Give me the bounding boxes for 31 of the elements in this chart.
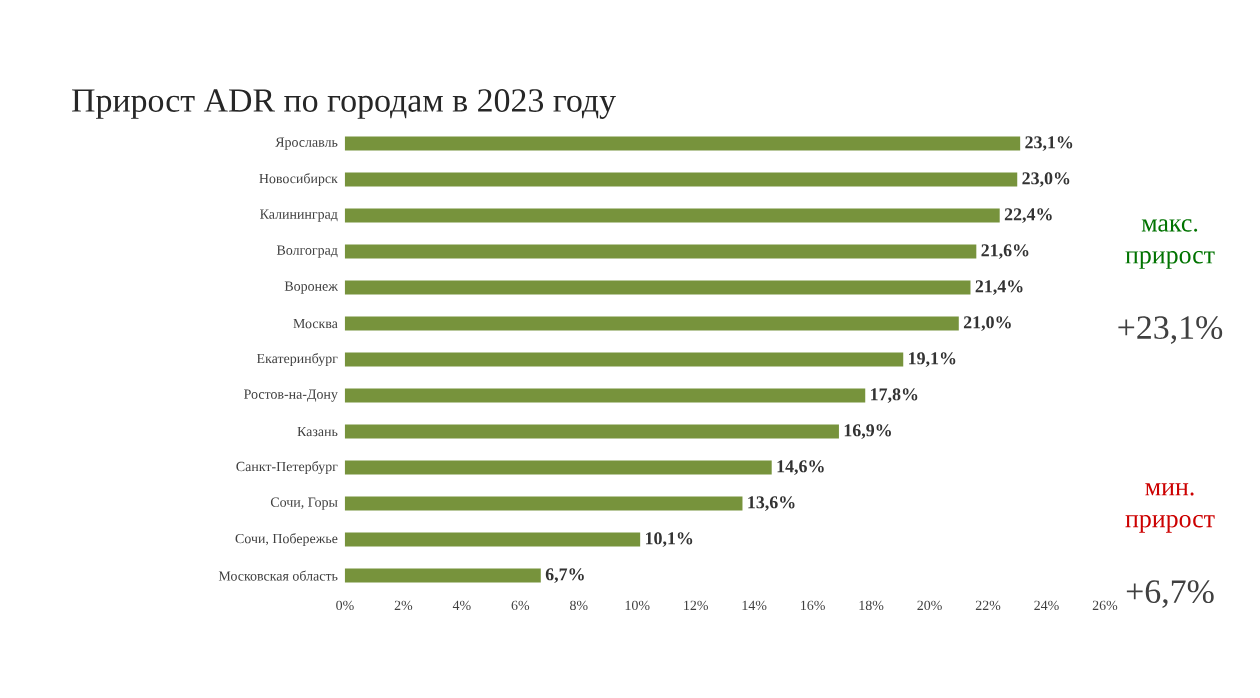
bar <box>344 172 1018 187</box>
text: макс. прирост <box>1125 219 1215 269</box>
bar <box>344 568 541 583</box>
data-label: 21,4% <box>975 280 1023 295</box>
data-label: 10,1% <box>646 532 693 547</box>
data-label: 13,6% <box>748 496 795 511</box>
bar <box>344 388 866 403</box>
data-label: 6,7% <box>545 568 584 583</box>
text: +23,1% <box>1118 316 1223 344</box>
data-label: 17,8% <box>871 388 918 403</box>
bar <box>344 280 971 295</box>
data-label: 23,0% <box>1022 172 1070 187</box>
data-label: 21,0% <box>963 316 1011 331</box>
bar <box>344 496 743 511</box>
bar <box>344 208 1000 223</box>
data-label: 14,6% <box>777 460 824 475</box>
bar <box>344 460 772 475</box>
bar <box>344 352 904 367</box>
data-label: 19,1% <box>909 352 956 367</box>
data-label: 22,4% <box>1004 208 1052 223</box>
chart-title: Прирост ADR по городам в 2023 году <box>72 89 616 119</box>
bar <box>344 424 839 439</box>
bar <box>344 316 959 331</box>
data-label: 16,9% <box>844 424 891 439</box>
text: +6,7% <box>1126 580 1214 608</box>
data-label: 23,1% <box>1025 136 1073 151</box>
bar <box>344 532 641 547</box>
text: мин. прирост <box>1125 483 1215 533</box>
data-label: 21,6% <box>981 244 1029 259</box>
bar <box>344 244 977 259</box>
bar <box>344 136 1021 151</box>
